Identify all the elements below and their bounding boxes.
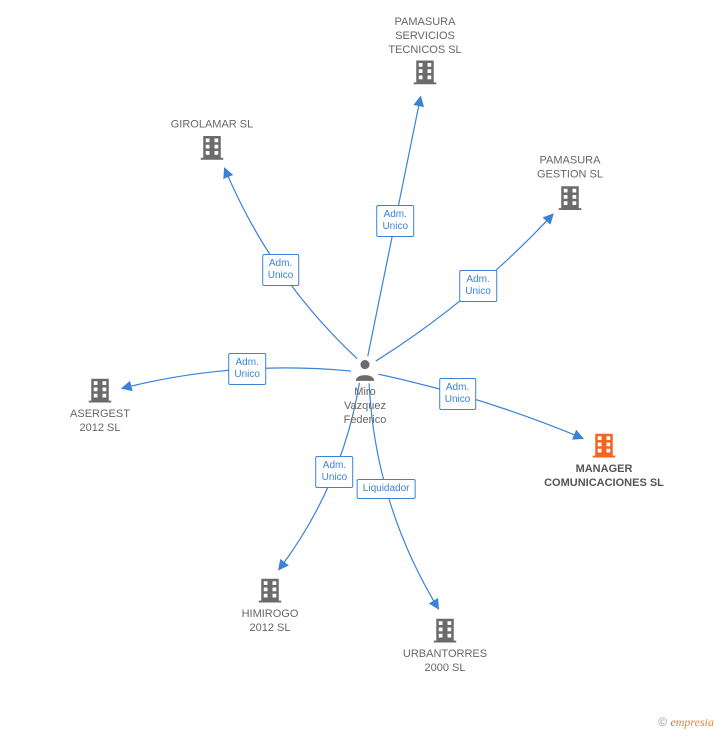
building-icon bbox=[197, 132, 227, 162]
brand-rest: mpresia bbox=[676, 715, 714, 729]
person-icon bbox=[352, 357, 378, 383]
node-label: HIMIROGO2012 SL bbox=[200, 608, 340, 636]
center-node: MiroVazquezFederico bbox=[295, 357, 435, 427]
node-manager: MANAGERCOMUNICACIONES SL bbox=[534, 430, 674, 491]
building-icon bbox=[410, 57, 440, 87]
center-label: MiroVazquezFederico bbox=[295, 386, 435, 427]
node-girolamar: GIROLAMAR SL bbox=[142, 118, 282, 165]
building-icon bbox=[255, 575, 285, 605]
building-icon bbox=[85, 375, 115, 405]
edge-label-pamasura_ges: Adm. Unico bbox=[459, 270, 497, 302]
diagram-canvas: MiroVazquezFederico PAMASURASERVICIOSTECN… bbox=[0, 0, 728, 740]
node-pamasura_tec: PAMASURASERVICIOSTECNICOS SL bbox=[355, 16, 495, 90]
building-icon bbox=[430, 615, 460, 645]
footer: © empresia bbox=[658, 715, 714, 730]
node-asergest: ASERGEST2012 SL bbox=[30, 375, 170, 436]
node-label: PAMASURAGESTION SL bbox=[500, 155, 640, 183]
node-pamasura_ges: PAMASURAGESTION SL bbox=[500, 155, 640, 216]
edge-label-urbantorres: Liquidador bbox=[357, 479, 416, 499]
brand-name: empresia bbox=[670, 715, 714, 729]
node-label: ASERGEST2012 SL bbox=[30, 408, 170, 436]
node-himirogo: HIMIROGO2012 SL bbox=[200, 575, 340, 636]
building-icon bbox=[555, 182, 585, 212]
node-label: URBANTORRES2000 SL bbox=[375, 648, 515, 676]
node-label: PAMASURASERVICIOSTECNICOS SL bbox=[355, 16, 495, 57]
node-urbantorres: URBANTORRES2000 SL bbox=[375, 615, 515, 676]
building-icon bbox=[589, 430, 619, 460]
node-label: GIROLAMAR SL bbox=[142, 118, 282, 132]
edge-label-manager: Adm. Unico bbox=[439, 378, 477, 410]
edge-label-himirogo: Adm. Unico bbox=[316, 456, 354, 488]
copyright-symbol: © bbox=[658, 715, 667, 729]
edge-label-asergest: Adm. Unico bbox=[228, 353, 266, 385]
edge-label-pamasura_tec: Adm. Unico bbox=[376, 205, 414, 237]
node-label: MANAGERCOMUNICACIONES SL bbox=[534, 463, 674, 491]
edge-label-girolamar: Adm. Unico bbox=[262, 254, 300, 286]
